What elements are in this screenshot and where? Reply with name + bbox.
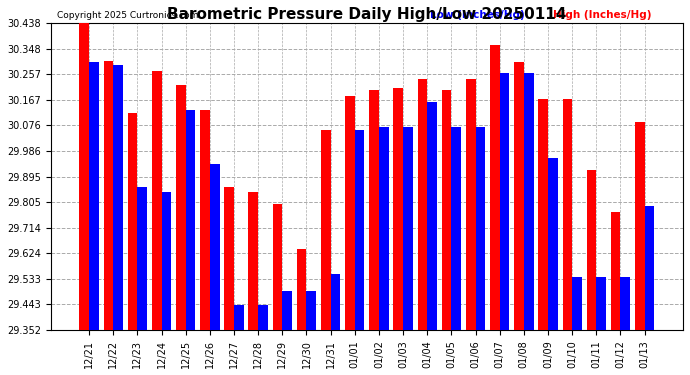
Text: Low (Inches/Hg): Low (Inches/Hg) [430,10,525,20]
Bar [161,192,171,330]
Bar [644,206,654,330]
Bar [355,130,364,330]
Bar [393,88,403,330]
Bar [321,130,331,330]
Bar [297,249,306,330]
Bar [620,277,630,330]
Bar [500,74,509,330]
Bar [442,90,451,330]
Bar [451,127,461,330]
Bar [524,74,533,330]
Bar [538,99,548,330]
Bar [248,192,258,330]
Bar [345,96,355,330]
Bar [490,45,500,330]
Bar [282,291,292,330]
Bar [128,113,137,330]
Bar [306,291,316,330]
Bar [611,212,620,330]
Bar [186,110,195,330]
Bar [152,70,161,330]
Bar [79,23,89,330]
Bar [200,110,210,330]
Bar [586,170,596,330]
Bar [113,65,123,330]
Bar [466,79,475,330]
Bar [104,61,113,330]
Bar [137,186,147,330]
Bar [514,62,524,330]
Text: High (Inches/Hg): High (Inches/Hg) [553,10,652,20]
Bar [210,164,219,330]
Bar [596,277,606,330]
Bar [417,79,427,330]
Bar [427,102,437,330]
Bar [379,127,388,330]
Bar [176,85,186,330]
Bar [89,62,99,330]
Bar [234,305,244,330]
Bar [331,274,340,330]
Text: Copyright 2025 Curtronics.com: Copyright 2025 Curtronics.com [57,11,198,20]
Bar [562,99,572,330]
Bar [548,158,558,330]
Title: Barometric Pressure Daily High/Low 20250114: Barometric Pressure Daily High/Low 20250… [167,7,566,22]
Bar [369,90,379,330]
Bar [273,204,282,330]
Bar [635,122,644,330]
Bar [224,186,234,330]
Bar [403,127,413,330]
Bar [475,127,485,330]
Bar [572,277,582,330]
Bar [258,305,268,330]
